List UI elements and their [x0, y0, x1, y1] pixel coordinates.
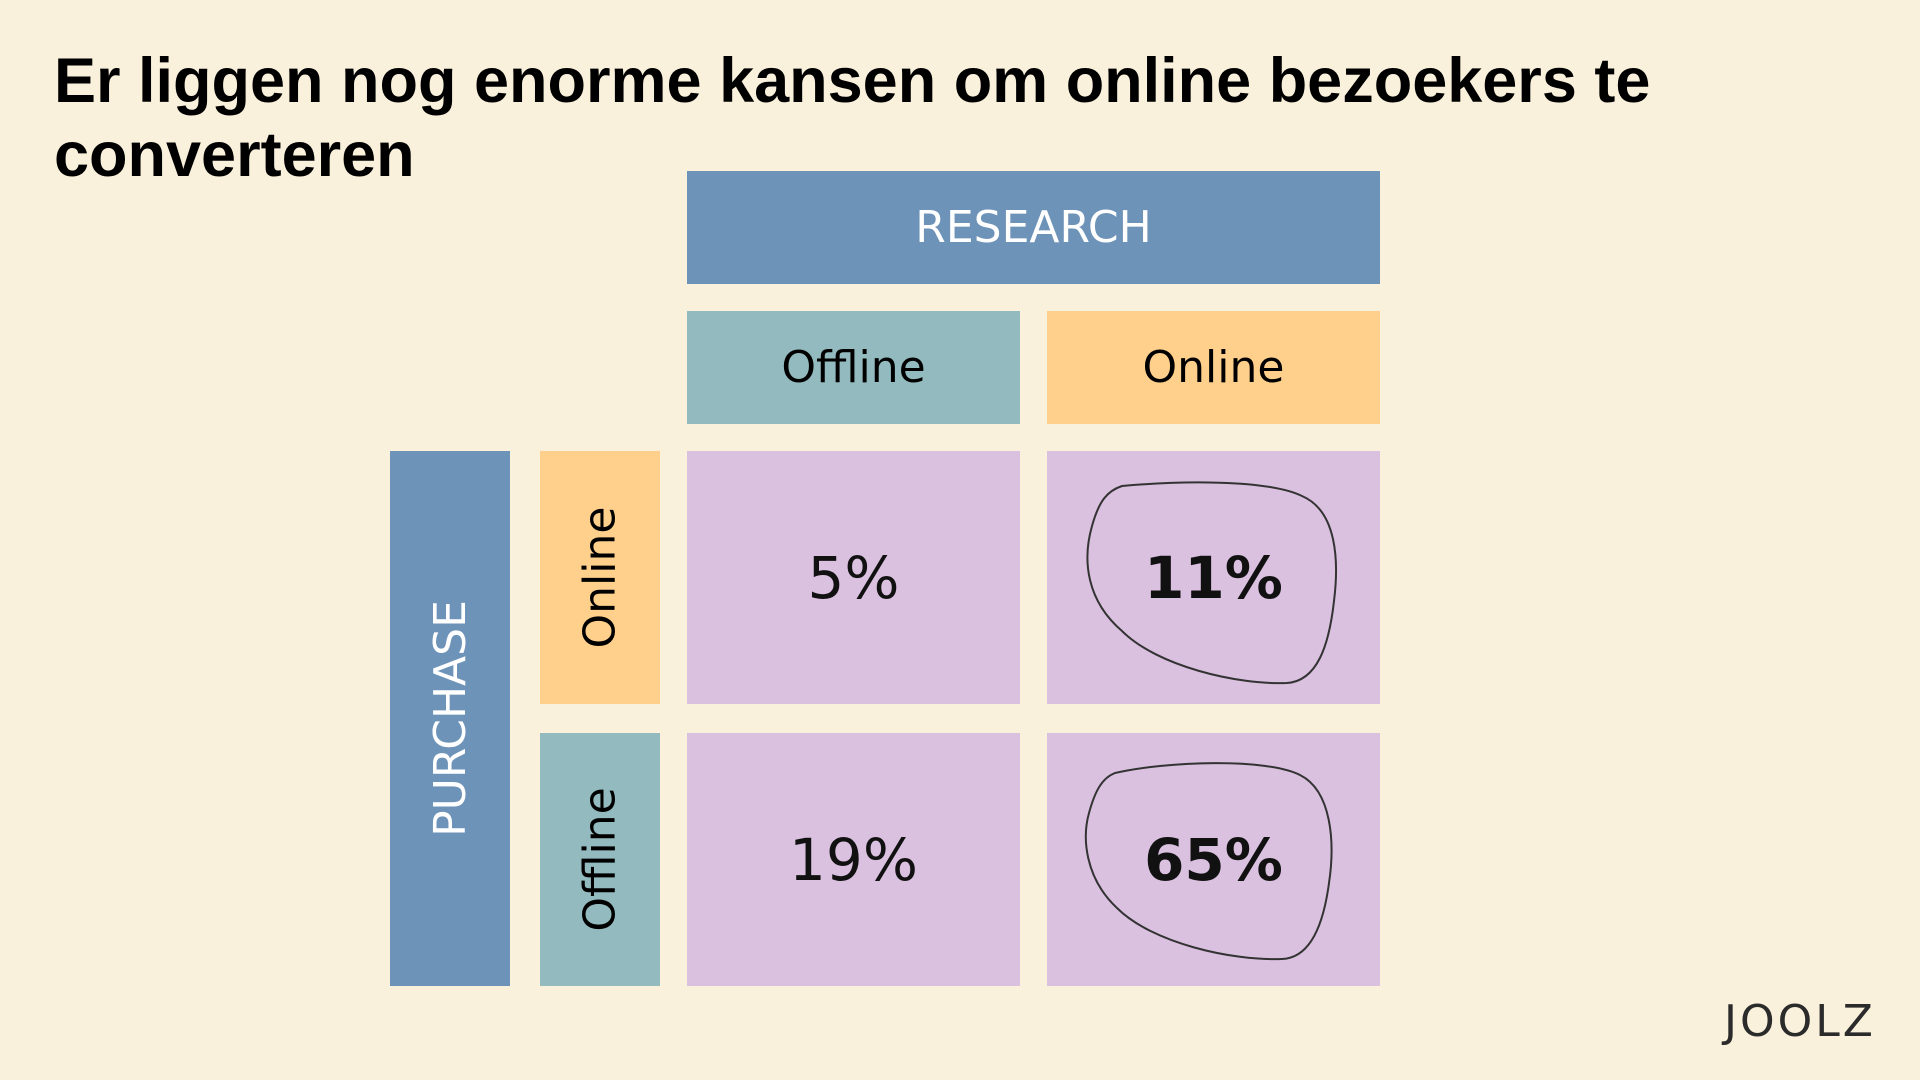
purchase-offline-header: Offline: [540, 733, 660, 986]
cell-value: 19%: [789, 825, 918, 894]
cell-purchase-offline-research-online: 65%: [1047, 733, 1380, 986]
purchase-group-header: PURCHASE: [390, 451, 510, 986]
cell-value: 5%: [807, 543, 900, 612]
cell-purchase-online-research-online: 11%: [1047, 451, 1380, 704]
cell-purchase-online-research-offline: 5%: [687, 451, 1020, 704]
cell-value: 65%: [1144, 825, 1283, 894]
research-offline-label: Offline: [781, 342, 926, 393]
purchase-offline-label: Offline: [574, 787, 626, 932]
purchase-online-header: Online: [540, 451, 660, 704]
cell-value: 11%: [1144, 543, 1283, 612]
highlight-outline: [1084, 762, 1333, 961]
research-offline-header: Offline: [687, 311, 1020, 424]
highlight-outline: [1086, 481, 1338, 685]
cell-purchase-offline-research-offline: 19%: [687, 733, 1020, 986]
purchase-group-label: PURCHASE: [424, 600, 476, 837]
joolz-logo: JOOLZ: [1724, 996, 1876, 1047]
slide-title: Er liggen nog enorme kansen om online be…: [54, 46, 1651, 190]
research-online-header: Online: [1047, 311, 1380, 424]
research-online-label: Online: [1142, 342, 1285, 393]
research-group-header: RESEARCH: [687, 171, 1380, 284]
purchase-online-label: Online: [574, 506, 626, 649]
research-group-label: RESEARCH: [915, 202, 1152, 253]
